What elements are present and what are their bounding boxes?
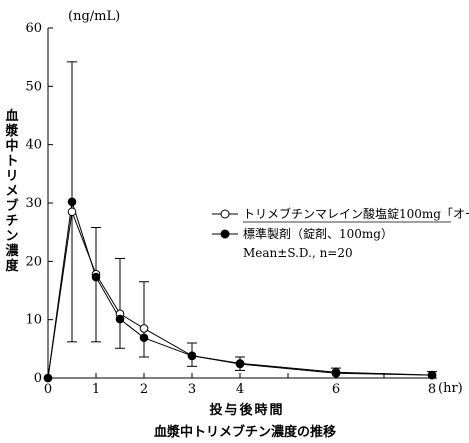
x-axis-ticks: 0 1 2 3 4 6 8 (44, 373, 436, 397)
x-axis-label: 投与後時間 (209, 402, 284, 418)
y-tick-label-50: 50 (25, 79, 42, 94)
axes (47, 28, 432, 379)
y-tick-label-0: 0 (34, 371, 42, 386)
data-point-series-1 (187, 351, 197, 361)
x-tick-label-8: 8 (428, 382, 436, 397)
y-axis-label-char: 濃 (5, 243, 19, 259)
y-axis-label-char: メ (5, 184, 18, 199)
y-axis-label-char: ン (5, 229, 18, 244)
legend-marker-test (220, 209, 230, 219)
data-point-series-1 (115, 314, 125, 324)
legend: トリメブチンマレイン酸塩錠100mg「オーハラ」 標準製剤（錠剤、100mg） … (212, 206, 469, 260)
y-axis-ticks: 0 10 20 30 40 50 60 (25, 21, 53, 386)
x-tick-label-1: 1 (92, 382, 100, 397)
series-points (43, 197, 437, 383)
x-tick-label-6: 6 (332, 382, 340, 397)
data-point-series-1 (91, 272, 101, 282)
data-point-series-1 (331, 369, 341, 378)
x-tick-label-4: 4 (236, 382, 244, 397)
data-point-series-1 (235, 359, 245, 369)
y-axis-label-char: 度 (5, 258, 19, 274)
y-axis-label-char: 中 (5, 138, 18, 154)
y-axis-label: 血漿中トリメブチン濃度 (4, 108, 19, 274)
y-tick-label-10: 10 (25, 313, 42, 328)
y-axis-label-char: ト (5, 154, 18, 169)
y-axis-label-char: 漿 (4, 123, 19, 139)
y-axis-unit: (ng/mL) (68, 9, 120, 24)
y-axis-label-char: 血 (5, 108, 18, 124)
x-tick-label-3: 3 (188, 382, 196, 397)
legend-note: Mean±S.D., n=20 (243, 246, 353, 260)
legend-label-ref: 標準製剤（錠剤、100mg） (243, 226, 393, 241)
data-point-series-0 (67, 207, 77, 217)
legend-marker-ref (220, 229, 230, 239)
y-axis-label-char: チ (5, 214, 18, 229)
x-axis-unit: (hr) (438, 381, 463, 396)
x-tick-label-2: 2 (140, 382, 148, 397)
figure-caption: 血漿中トリメブチン濃度の推移 (154, 424, 336, 440)
legend-label-test: トリメブチンマレイン酸塩錠100mg「オーハラ」 (243, 206, 469, 221)
y-tick-label-40: 40 (25, 138, 42, 153)
y-tick-label-30: 30 (25, 196, 42, 211)
y-tick-label-60: 60 (25, 21, 42, 36)
data-point-series-1 (67, 197, 77, 207)
x-tick-label-0: 0 (44, 382, 52, 397)
data-point-series-1 (427, 370, 437, 380)
y-axis-label-char: リ (5, 169, 18, 184)
y-axis-label-char: ブ (5, 198, 18, 214)
y-tick-label-20: 20 (25, 254, 42, 269)
data-point-series-1 (139, 333, 149, 343)
data-point-series-1 (43, 373, 53, 383)
data-point-series-0 (139, 324, 149, 333)
